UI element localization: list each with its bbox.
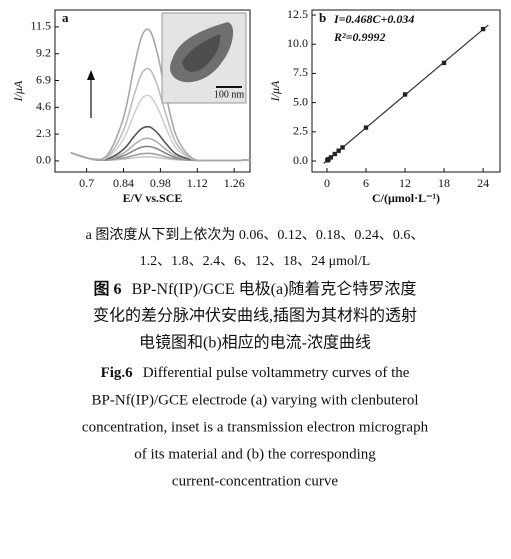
x-tick-label: 12 — [399, 176, 411, 190]
fit-equation: I=0.468C+0.034 — [333, 12, 414, 26]
caption-cn-label: 图 6 — [94, 280, 122, 298]
plot-frame — [54, 9, 251, 173]
caption-cn-text: BP-Nf(IP)/GCE 电极(a)随着克仑特罗浓度 — [132, 280, 417, 298]
y-axis-label: I/μA — [268, 80, 282, 102]
x-axis-label: E/V vs.SCE — [123, 191, 183, 205]
data-point — [328, 155, 334, 160]
y-tick-label: 7.5 — [293, 65, 308, 79]
x-tick-label: 6 — [363, 176, 369, 190]
caption-cn-line: 图 6 BP-Nf(IP)/GCE 电极(a)随着克仑特罗浓度 — [94, 280, 417, 298]
y-tick-label: 2.5 — [293, 124, 308, 138]
y-tick-label: 10.0 — [287, 36, 308, 50]
x-tick-label: 0.7 — [79, 176, 94, 190]
inset-particle-shade — [182, 34, 221, 72]
y-tick-label: 6.9 — [36, 72, 51, 86]
y-tick-label: 9.2 — [36, 45, 51, 59]
x-tick-label: 0.84 — [113, 176, 134, 190]
y-axis-label: I/μA — [11, 80, 25, 102]
dpv-curve — [70, 28, 251, 162]
caption-cn-line: 电镜图和(b)相应的电流-浓度曲线 — [139, 333, 371, 352]
caption-en-line: Fig.6 Differential pulse voltammetry curv… — [101, 365, 410, 381]
x-tick-label: 1.26 — [224, 176, 245, 190]
y-tick-label: 11.5 — [30, 19, 51, 33]
inset-scale-label: 100 nm — [214, 89, 245, 100]
data-point — [363, 125, 369, 130]
caption-en-line: concentration, inset is a transmission e… — [82, 419, 429, 435]
data-point — [340, 145, 345, 150]
panel-label: a — [62, 10, 69, 25]
x-tick-label: 0.98 — [150, 176, 171, 190]
y-tick-label: 0.0 — [293, 153, 308, 167]
r-squared: R²=0.9992 — [333, 30, 385, 44]
caption-cn-line: 变化的差分脉冲伏安曲线,插图为其材料的透射 — [93, 307, 417, 325]
x-axis-label: C/(μmol·L⁻¹) — [372, 191, 440, 205]
data-point — [326, 157, 331, 162]
x-tick-label: 18 — [438, 176, 450, 190]
data-point — [480, 26, 486, 32]
caption-en-label: Fig.6 — [101, 365, 134, 381]
y-tick-label: 0.0 — [36, 153, 51, 167]
data-point — [441, 60, 447, 66]
data-point — [336, 148, 341, 153]
data-point — [402, 92, 408, 97]
data-point — [332, 151, 337, 157]
note-line: 1.2、1.8、2.4、6、12、18、24 μmol/L — [140, 254, 371, 269]
panel-label: b — [319, 10, 326, 25]
y-tick-label: 2.3 — [36, 126, 51, 140]
caption-en-line: of its material and (b) the correspondin… — [134, 446, 376, 462]
y-tick-label: 5.0 — [293, 94, 308, 108]
caption-en-line: current-concentration curve — [172, 473, 338, 489]
caption-en-line: BP-Nf(IP)/GCE electrode (a) varying with… — [92, 392, 419, 408]
x-tick-label: 24 — [477, 176, 489, 190]
y-tick-label: 12.5 — [287, 7, 308, 21]
y-tick-label: 4.6 — [36, 99, 51, 113]
plot-frame — [311, 9, 501, 173]
note-line: a 图浓度从下到上依次为 0.06、0.12、0.18、0.24、0.6、 — [86, 227, 425, 243]
arrow-head — [87, 70, 95, 80]
caption-en-text: Differential pulse voltammetry curves of… — [143, 365, 410, 381]
x-tick-label: 0 — [324, 176, 330, 190]
x-tick-label: 1.12 — [187, 176, 208, 190]
